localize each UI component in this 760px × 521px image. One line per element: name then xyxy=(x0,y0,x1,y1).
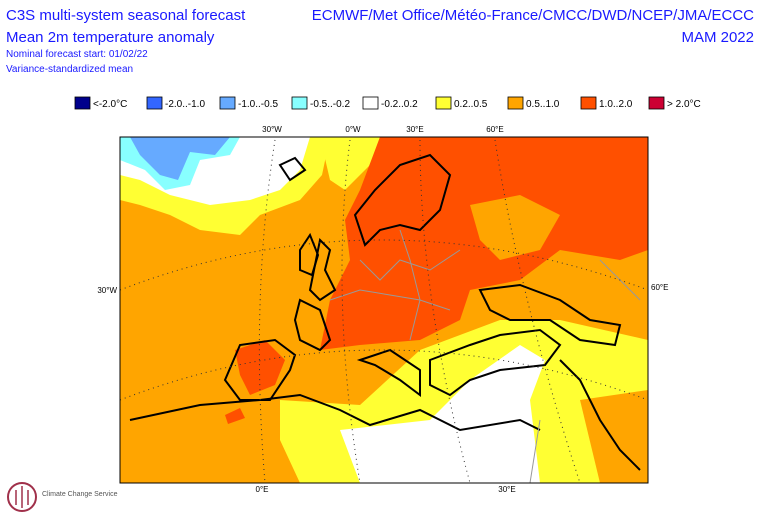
anomaly-orange-ural xyxy=(470,195,560,260)
method: Variance-standardized mean xyxy=(6,64,133,75)
legend: <-2.0°C -2.0..-1.0 -1.0..-0.5 -0.5..-0.2 -0.… xyxy=(74,96,701,110)
borders xyxy=(329,229,641,483)
graticule-labels: 30°W 0°W 30°E 60°E 30°W 60°E 0°E 30°E xyxy=(97,125,668,494)
lon-label: 60°E xyxy=(486,125,503,134)
legend-swatch xyxy=(291,96,308,110)
lon-label: 30°E xyxy=(498,485,515,494)
coastlines xyxy=(129,153,641,471)
legend-swatch xyxy=(435,96,452,110)
title: C3S multi-system seasonal forecast xyxy=(6,7,246,24)
legend-label: -2.0..-1.0 xyxy=(165,99,205,110)
legend-label: 0.5..1.0 xyxy=(526,99,560,110)
lat-label: 60°E xyxy=(651,283,668,292)
anomaly-red-iberia xyxy=(235,340,285,395)
anomaly-lightblue xyxy=(130,137,230,180)
legend-swatch xyxy=(648,96,665,110)
anomaly-white-med xyxy=(340,345,545,483)
legend-label: > 2.0°C xyxy=(667,99,701,110)
lon-label: 30°E xyxy=(406,125,423,134)
lon-label: 0°W xyxy=(345,125,361,134)
legend-swatch xyxy=(580,96,597,110)
legend-label: -0.5..-0.2 xyxy=(310,99,350,110)
centres: ECMWF/Met Office/Météo-France/CMCC/DWD/N… xyxy=(312,7,754,24)
legend-swatch xyxy=(219,96,236,110)
lon-label: 30°W xyxy=(262,125,282,134)
legend-swatch xyxy=(507,96,524,110)
legend-label: 1.0..2.0 xyxy=(599,99,633,110)
anomaly-red-nafrica xyxy=(225,408,245,424)
legend-swatch xyxy=(74,96,91,110)
legend-label: <-2.0°C xyxy=(93,99,127,110)
legend-swatch xyxy=(362,96,379,110)
logo: Climate Change Service xyxy=(7,482,118,512)
subtitle: Mean 2m temperature anomaly xyxy=(6,29,215,46)
season: MAM 2022 xyxy=(681,29,754,46)
map-frame xyxy=(119,136,649,484)
legend-swatch xyxy=(146,96,163,110)
logo-text: Climate Change Service xyxy=(42,491,118,498)
anomaly-yellow-north xyxy=(320,137,380,190)
forecast-start: Nominal forecast start: 01/02/22 xyxy=(6,49,148,60)
legend-label: -1.0..-0.5 xyxy=(238,99,278,110)
lon-label: 0°E xyxy=(256,485,269,494)
legend-label: 0.2..0.5 xyxy=(454,99,488,110)
map xyxy=(120,137,648,483)
lat-label: 30°W xyxy=(97,286,117,295)
legend-label: -0.2..0.2 xyxy=(381,99,418,110)
